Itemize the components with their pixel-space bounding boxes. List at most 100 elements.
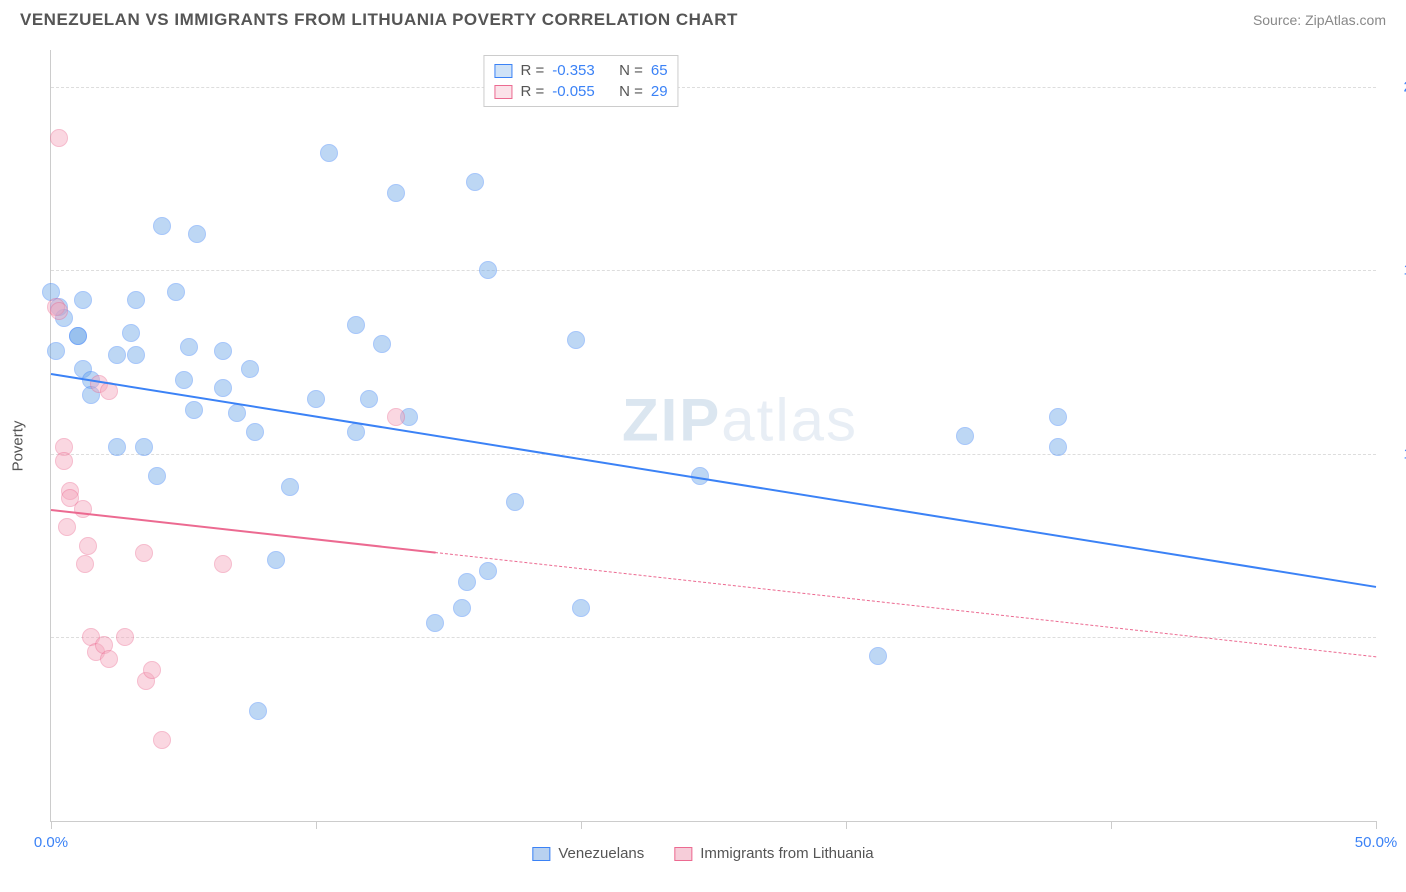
gridline <box>51 270 1376 271</box>
stat-n-label: N = <box>619 83 643 100</box>
scatter-point-venezuelans <box>307 390 325 408</box>
scatter-point-venezuelans <box>122 324 140 342</box>
scatter-point-venezuelans <box>320 144 338 162</box>
scatter-point-venezuelans <box>567 331 585 349</box>
watermark-bold: ZIP <box>622 387 721 454</box>
scatter-point-venezuelans <box>246 423 264 441</box>
legend-stats-row-venezuelans: R =-0.353 N =65 <box>494 60 667 81</box>
scatter-point-lithuania <box>76 555 94 573</box>
scatter-point-venezuelans <box>249 702 267 720</box>
scatter-point-lithuania <box>214 555 232 573</box>
scatter-point-venezuelans <box>148 467 166 485</box>
scatter-point-venezuelans <box>360 390 378 408</box>
scatter-point-venezuelans <box>373 335 391 353</box>
scatter-point-venezuelans <box>228 404 246 422</box>
scatter-point-lithuania <box>55 452 73 470</box>
x-tick <box>1111 821 1112 829</box>
stat-r-value: -0.055 <box>552 83 595 100</box>
scatter-point-venezuelans <box>387 184 405 202</box>
y-tick-label: 20.0% <box>1386 78 1406 95</box>
scatter-point-venezuelans <box>180 338 198 356</box>
legend-swatch <box>494 64 512 78</box>
scatter-point-venezuelans <box>153 217 171 235</box>
stat-r-value: -0.353 <box>552 62 595 79</box>
scatter-point-lithuania <box>79 537 97 555</box>
scatter-point-lithuania <box>153 731 171 749</box>
scatter-point-venezuelans <box>347 316 365 334</box>
scatter-point-lithuania <box>58 518 76 536</box>
legend-item: Venezuelans <box>532 845 644 862</box>
legend-label: Immigrants from Lithuania <box>700 845 873 862</box>
scatter-point-venezuelans <box>1049 438 1067 456</box>
scatter-point-lithuania <box>50 302 68 320</box>
legend-label: Venezuelans <box>558 845 644 862</box>
scatter-point-venezuelans <box>69 327 87 345</box>
scatter-point-venezuelans <box>108 346 126 364</box>
scatter-point-venezuelans <box>956 427 974 445</box>
legend-swatch <box>674 847 692 861</box>
y-tick-label: 5.0% <box>1386 629 1406 646</box>
scatter-point-venezuelans <box>175 371 193 389</box>
gridline <box>51 87 1376 88</box>
trend-line <box>51 509 435 554</box>
stat-r-label: R = <box>520 83 544 100</box>
scatter-point-venezuelans <box>127 291 145 309</box>
scatter-point-lithuania <box>116 628 134 646</box>
scatter-point-lithuania <box>100 650 118 668</box>
scatter-point-venezuelans <box>479 562 497 580</box>
scatter-point-venezuelans <box>453 599 471 617</box>
scatter-point-venezuelans <box>1049 408 1067 426</box>
scatter-point-lithuania <box>50 129 68 147</box>
scatter-point-venezuelans <box>214 342 232 360</box>
x-tick <box>51 821 52 829</box>
stat-n-value: 65 <box>651 62 668 79</box>
x-tick <box>846 821 847 829</box>
legend-swatch <box>532 847 550 861</box>
stat-n-label: N = <box>619 62 643 79</box>
scatter-point-venezuelans <box>466 173 484 191</box>
watermark: ZIPatlas <box>622 386 858 455</box>
scatter-point-venezuelans <box>506 493 524 511</box>
scatter-point-venezuelans <box>188 225 206 243</box>
scatter-point-lithuania <box>143 661 161 679</box>
x-tick <box>1376 821 1377 829</box>
x-tick <box>581 821 582 829</box>
chart-source: Source: ZipAtlas.com <box>1253 12 1386 28</box>
scatter-point-venezuelans <box>108 438 126 456</box>
watermark-light: atlas <box>721 387 858 454</box>
legend-stats: R = -0.353 N = 65 R = -0.055 N = 29 <box>483 55 678 107</box>
scatter-point-venezuelans <box>47 342 65 360</box>
legend-stats-row-lithuania: R = -0.055 N = 29 <box>494 81 667 102</box>
scatter-chart: ZIPatlas R =-0.353 N =65R =-0.055 N =29 … <box>50 50 1376 822</box>
scatter-point-lithuania <box>135 544 153 562</box>
scatter-point-venezuelans <box>267 551 285 569</box>
scatter-point-venezuelans <box>869 647 887 665</box>
gridline <box>51 454 1376 455</box>
chart-title: VENEZUELAN VS IMMIGRANTS FROM LITHUANIA … <box>20 10 738 30</box>
scatter-point-venezuelans <box>458 573 476 591</box>
scatter-point-venezuelans <box>214 379 232 397</box>
x-tick <box>316 821 317 829</box>
chart-header: VENEZUELAN VS IMMIGRANTS FROM LITHUANIA … <box>0 0 1406 30</box>
scatter-point-venezuelans <box>479 261 497 279</box>
scatter-point-venezuelans <box>347 423 365 441</box>
scatter-point-venezuelans <box>241 360 259 378</box>
x-tick-label: 50.0% <box>1355 834 1398 851</box>
y-axis-title: Poverty <box>10 421 27 472</box>
trend-line <box>51 373 1376 588</box>
scatter-point-venezuelans <box>185 401 203 419</box>
legend-item: Immigrants from Lithuania <box>674 845 873 862</box>
scatter-point-venezuelans <box>74 291 92 309</box>
scatter-point-venezuelans <box>135 438 153 456</box>
legend-swatch <box>494 85 512 99</box>
legend-series: Venezuelans Immigrants from Lithuania <box>532 845 873 862</box>
x-tick-label: 0.0% <box>34 834 68 851</box>
y-tick-label: 15.0% <box>1386 262 1406 279</box>
scatter-point-venezuelans <box>572 599 590 617</box>
scatter-point-venezuelans <box>167 283 185 301</box>
scatter-point-lithuania <box>387 408 405 426</box>
scatter-point-venezuelans <box>426 614 444 632</box>
scatter-point-venezuelans <box>281 478 299 496</box>
scatter-point-venezuelans <box>127 346 145 364</box>
stat-n-value: 29 <box>651 83 668 100</box>
